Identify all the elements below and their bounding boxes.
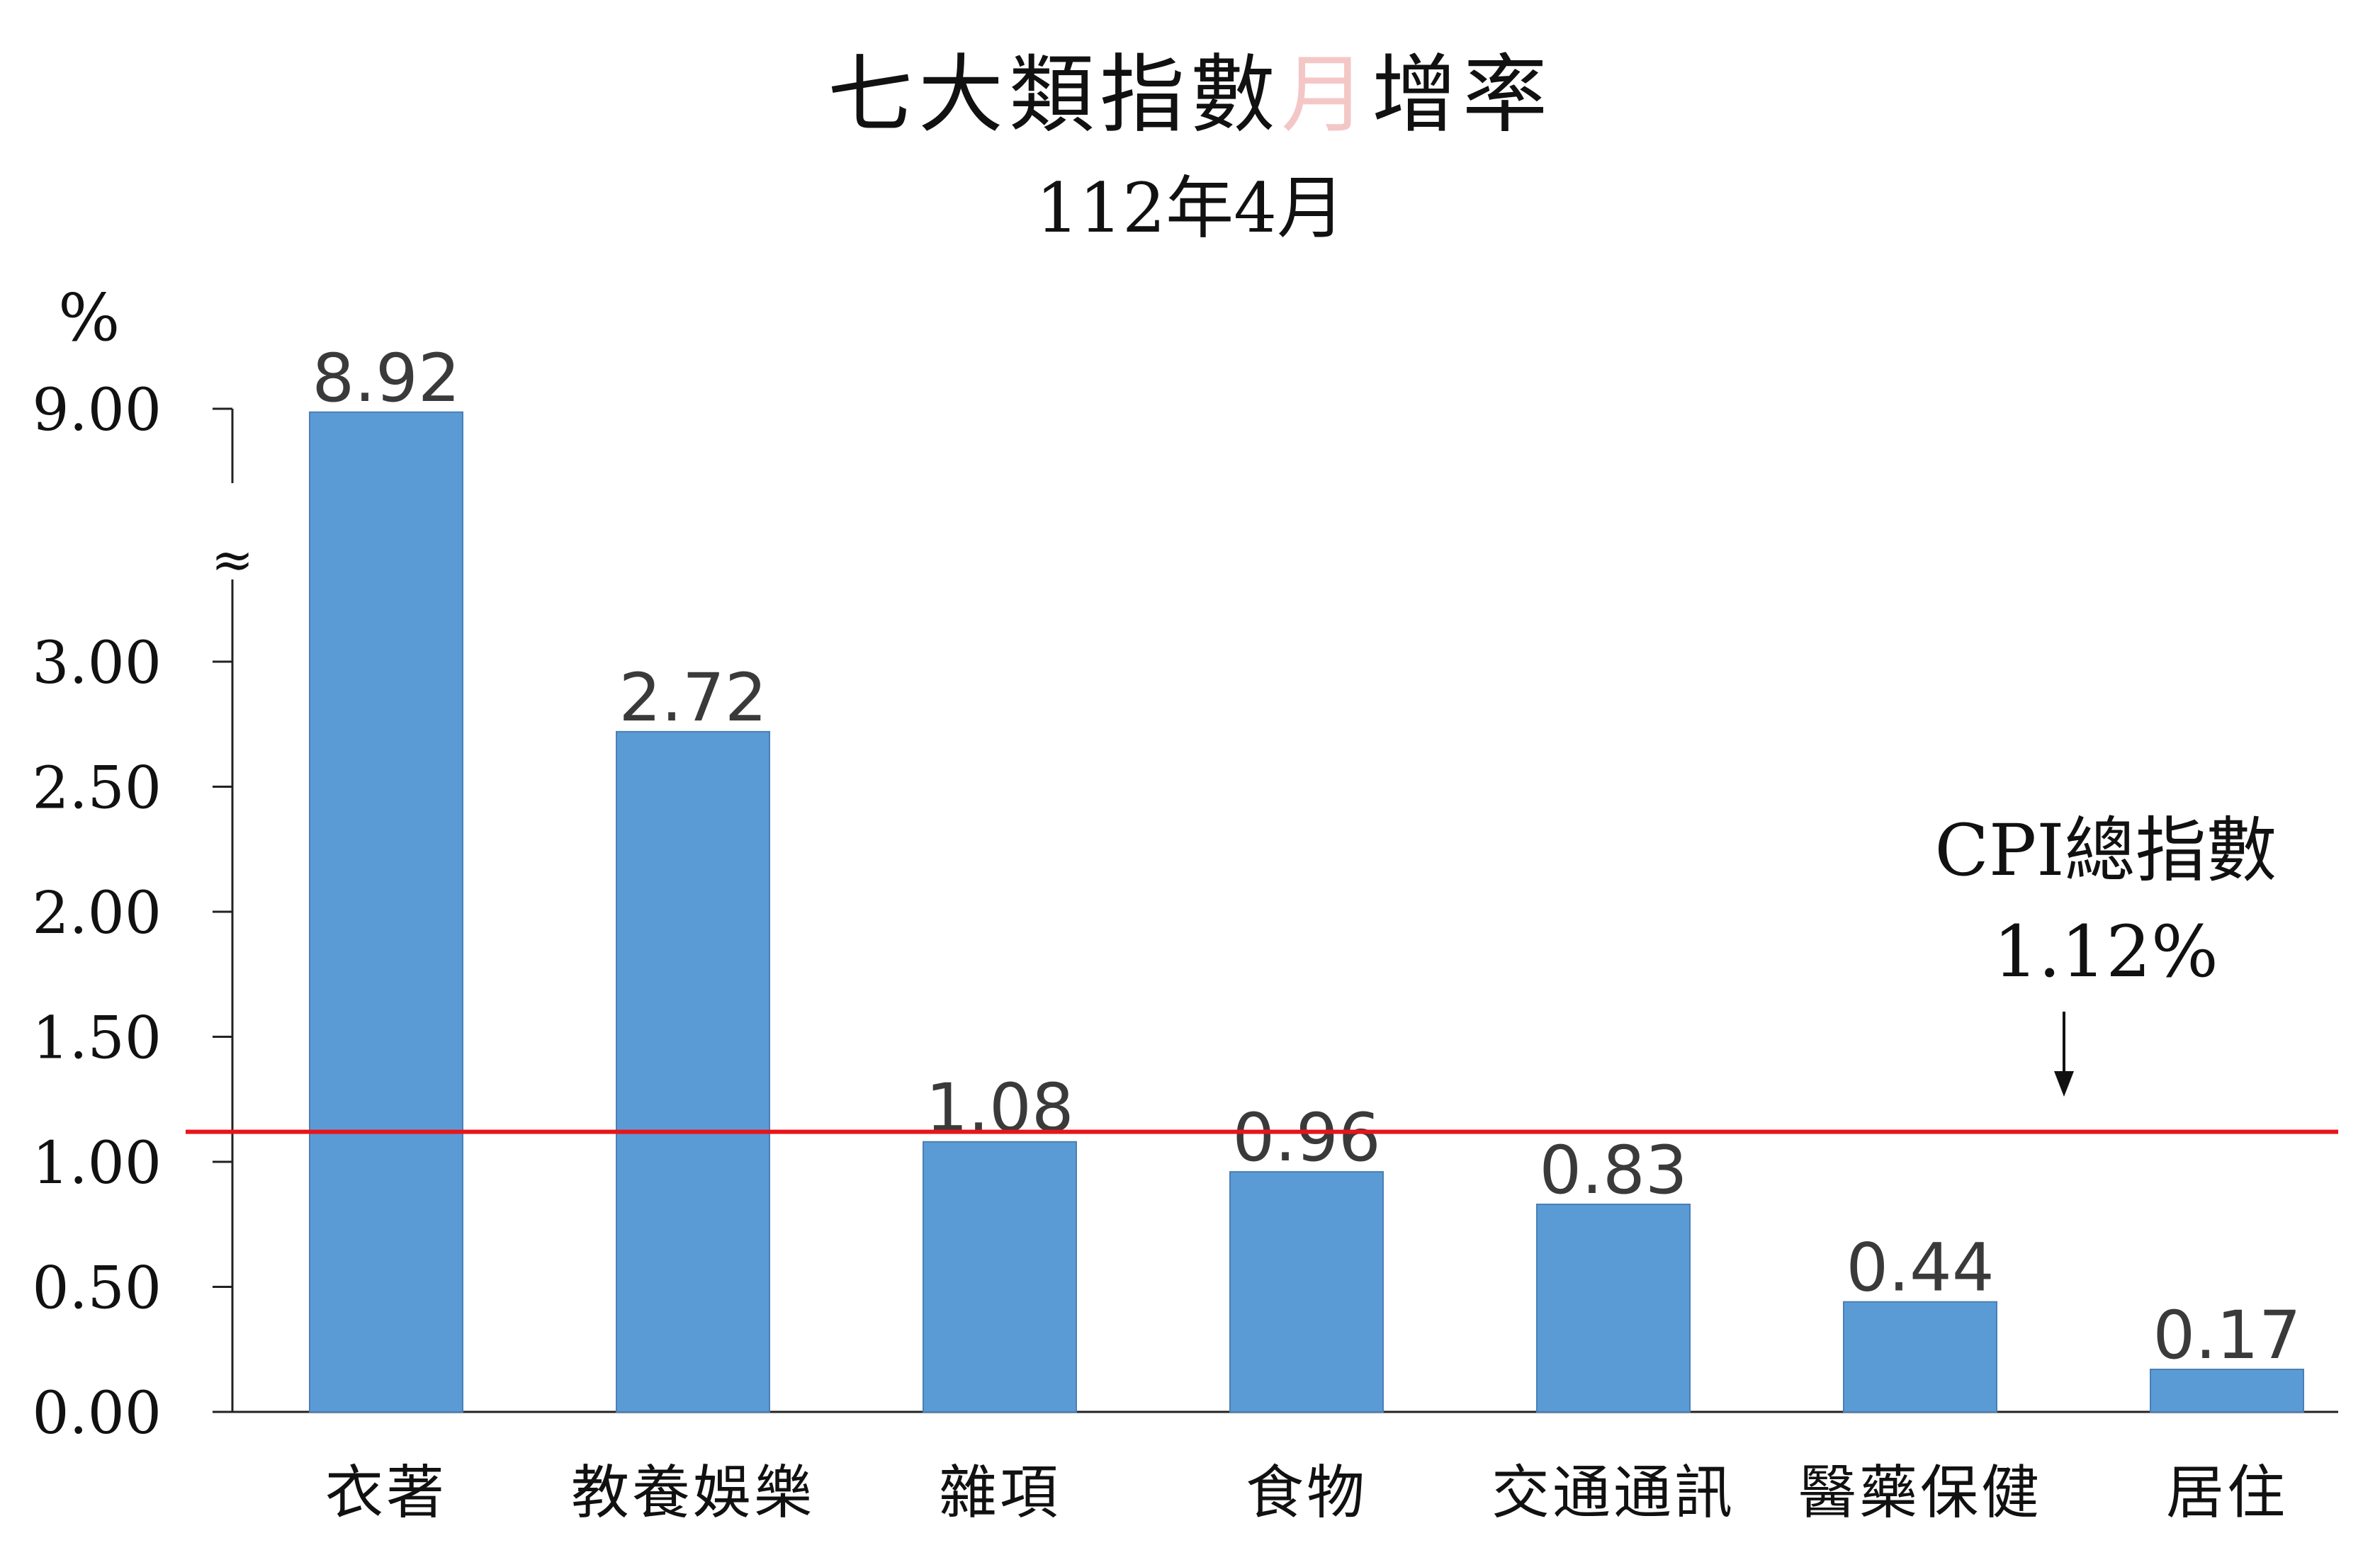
reference-line-group: CPI總指數 1.12% <box>186 809 2338 1134</box>
bar <box>1843 1301 1997 1413</box>
bar <box>923 1141 1077 1413</box>
chart-title-tail: 增率 <box>1372 46 1553 145</box>
y-tick-label: 1.50 <box>32 1005 162 1073</box>
chart-title-highlight: 月 <box>1281 46 1372 145</box>
y-tick-label: 2.50 <box>32 755 162 822</box>
y-tick-label: 0.00 <box>32 1380 162 1447</box>
x-category-label: 交通通訊 <box>1491 1459 1735 1527</box>
chart-subtitle: 112年4月 <box>1036 169 1345 248</box>
y-tick-label: 3.00 <box>32 630 162 697</box>
bar-value-label: 0.96 <box>1232 1099 1380 1177</box>
x-category-label: 教養娛樂 <box>571 1459 815 1527</box>
bar-value-label: 0.44 <box>1846 1230 1994 1307</box>
reference-line-label-top: CPI總指數 <box>1934 809 2277 892</box>
bar <box>616 730 770 1413</box>
x-category-label: 居住 <box>2166 1459 2288 1527</box>
y-axis-break-symbol: ≈ <box>211 530 254 589</box>
x-axis-labels: 衣著 教養娛樂 雜項 食物 交通通訊 醫藥保健 居住 <box>325 1459 2288 1527</box>
bar-value-label: 8.92 <box>312 340 460 417</box>
x-category-label: 雜項 <box>939 1459 1061 1527</box>
y-tick-label: 0.50 <box>32 1255 162 1323</box>
bar <box>1229 1171 1384 1413</box>
y-axis: ≈0.00 0.50 1.00 1.50 2.00 2.50 3.00 9.00 <box>32 377 2338 1447</box>
bar <box>2150 1368 2304 1413</box>
y-axis-unit-label: % <box>58 280 120 356</box>
bar-value-label: 1.08 <box>925 1070 1073 1147</box>
reference-arrow-head <box>2054 1071 2074 1097</box>
bars: 8.92 2.72 1.08 0.96 0.83 0.44 0.17 <box>309 340 2304 1413</box>
y-tick-label: 2.00 <box>32 880 162 947</box>
chart-title-main: 七大類指數 <box>828 46 1281 145</box>
y-tick-label: 1.00 <box>32 1130 162 1197</box>
bar-value-label: 0.17 <box>2153 1297 2301 1374</box>
bar <box>1536 1204 1691 1413</box>
x-category-label: 衣著 <box>325 1459 447 1527</box>
bar-value-label: 2.72 <box>619 660 767 737</box>
x-category-label: 醫藥保健 <box>1798 1459 2042 1527</box>
y-tick-label: 9.00 <box>32 377 162 444</box>
x-category-label: 食物 <box>1246 1459 1367 1527</box>
reference-line-label-bottom: 1.12% <box>1993 910 2218 993</box>
chart-title: 七大類指數月增率 <box>828 46 1553 145</box>
bar-value-label: 0.83 <box>1539 1132 1687 1209</box>
bar <box>309 411 463 1413</box>
